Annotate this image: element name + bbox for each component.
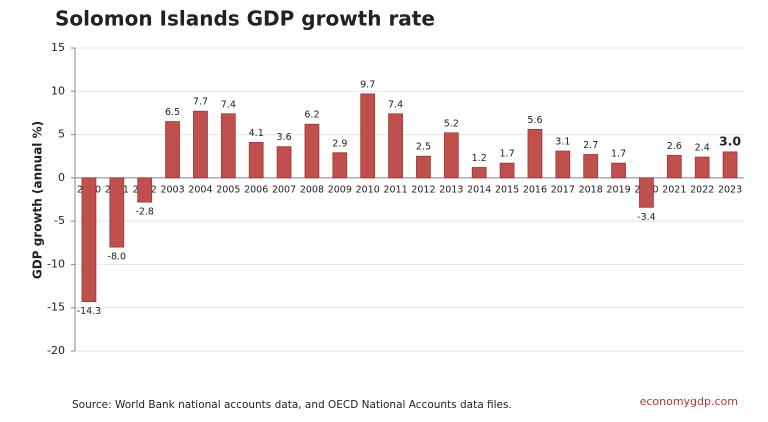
value-label: 3.1: [555, 137, 570, 148]
y-tick-label: 0: [58, 171, 65, 184]
x-tick-label: 2006: [244, 184, 268, 195]
value-label: 7.4: [388, 99, 403, 110]
value-label: 2.4: [695, 143, 710, 154]
value-label: 3.6: [277, 132, 292, 143]
x-tick-label: 2023: [718, 184, 742, 195]
value-label: 2.7: [583, 140, 598, 151]
bar: [722, 151, 738, 179]
x-tick-label: 2014: [467, 184, 491, 195]
bar: [220, 113, 236, 179]
bar: [527, 128, 543, 179]
x-tick-label: 2004: [188, 184, 212, 195]
x-tick-label: 2010: [356, 184, 380, 195]
y-tick-label: -20: [47, 344, 65, 357]
value-label: 2.5: [416, 142, 431, 153]
x-tick-label: 2021: [662, 184, 686, 195]
value-label: 5.6: [527, 115, 542, 126]
bar: [360, 93, 376, 179]
bar: [276, 146, 292, 179]
x-tick-label: 2007: [272, 184, 296, 195]
chart-title: Solomon Islands GDP growth rate: [55, 7, 435, 31]
bar: [666, 154, 682, 179]
value-label: 1.7: [500, 149, 515, 160]
y-tick-label: -5: [54, 214, 65, 227]
y-tick-label: 5: [58, 128, 65, 141]
bar: [248, 141, 264, 179]
value-label: 1.2: [472, 153, 487, 164]
value-label: -3.4: [637, 212, 656, 223]
bar: [499, 162, 515, 179]
value-label: -2.8: [135, 207, 154, 218]
x-tick-label: 2011: [383, 184, 407, 195]
x-tick-label: 2003: [160, 184, 184, 195]
x-tick-label: 2008: [300, 184, 324, 195]
bar: [137, 177, 153, 203]
value-label: -14.3: [77, 306, 102, 317]
value-label: 7.7: [193, 97, 208, 108]
x-tick-label: 2019: [606, 184, 630, 195]
bar: [304, 123, 320, 179]
bar: [193, 110, 208, 179]
bar: [81, 177, 97, 303]
bar: [165, 121, 180, 179]
bar: [611, 162, 626, 179]
source-note: Source: World Bank national accounts dat…: [72, 399, 512, 411]
x-tick-label: 2016: [523, 184, 547, 195]
x-tick-label: 2022: [690, 184, 714, 195]
value-label: 2.6: [667, 141, 682, 152]
x-tick-label: 2018: [579, 184, 603, 195]
bar: [109, 177, 125, 248]
bar: [471, 167, 487, 179]
bar: [555, 150, 571, 179]
bar: [332, 152, 348, 179]
y-axis-label: GDP growth (annual %): [31, 121, 45, 279]
brand: economygdp.com: [640, 395, 738, 408]
y-tick-label: -10: [47, 257, 65, 270]
value-label: 6.5: [165, 107, 180, 118]
x-tick-label: 2017: [551, 184, 575, 195]
bar: [416, 155, 431, 179]
bar: [583, 154, 599, 179]
x-tick-label: 2005: [216, 184, 240, 195]
value-label: 9.7: [360, 79, 375, 90]
value-label: 7.4: [221, 99, 236, 110]
bar: [388, 113, 403, 179]
value-label: 6.2: [304, 110, 319, 121]
y-tick-label: 15: [51, 41, 65, 54]
bar: [694, 156, 710, 179]
bar: [443, 132, 459, 179]
x-tick-label: 2015: [495, 184, 519, 195]
x-tick-label: 2009: [328, 184, 352, 195]
y-tick-label: -15: [47, 301, 65, 314]
y-tick-label: 10: [51, 84, 65, 97]
value-label: 5.2: [444, 118, 459, 129]
value-label: -8.0: [108, 252, 127, 263]
value-label: 3.0: [719, 133, 741, 148]
x-tick-label: 2012: [411, 184, 435, 195]
value-label: 2.9: [332, 138, 347, 149]
value-label: 4.1: [249, 128, 264, 139]
value-label: 1.7: [611, 149, 626, 160]
x-tick-label: 2013: [439, 184, 463, 195]
bar: [639, 177, 654, 208]
